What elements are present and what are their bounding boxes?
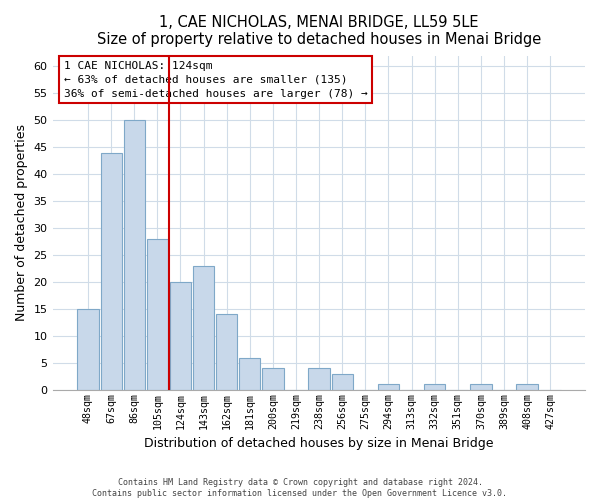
Bar	[170, 282, 191, 390]
Bar	[147, 239, 168, 390]
Bar	[424, 384, 445, 390]
Title: 1, CAE NICHOLAS, MENAI BRIDGE, LL59 5LE
Size of property relative to detached ho: 1, CAE NICHOLAS, MENAI BRIDGE, LL59 5LE …	[97, 15, 541, 48]
Y-axis label: Number of detached properties: Number of detached properties	[15, 124, 28, 321]
Text: 1 CAE NICHOLAS: 124sqm
← 63% of detached houses are smaller (135)
36% of semi-de: 1 CAE NICHOLAS: 124sqm ← 63% of detached…	[64, 60, 368, 98]
Bar	[239, 358, 260, 390]
Bar	[332, 374, 353, 390]
X-axis label: Distribution of detached houses by size in Menai Bridge: Distribution of detached houses by size …	[145, 437, 494, 450]
Bar	[308, 368, 330, 390]
Text: Contains HM Land Registry data © Crown copyright and database right 2024.
Contai: Contains HM Land Registry data © Crown c…	[92, 478, 508, 498]
Bar	[517, 384, 538, 390]
Bar	[378, 384, 399, 390]
Bar	[262, 368, 284, 390]
Bar	[193, 266, 214, 390]
Bar	[77, 309, 98, 390]
Bar	[216, 314, 238, 390]
Bar	[124, 120, 145, 390]
Bar	[101, 152, 122, 390]
Bar	[470, 384, 491, 390]
